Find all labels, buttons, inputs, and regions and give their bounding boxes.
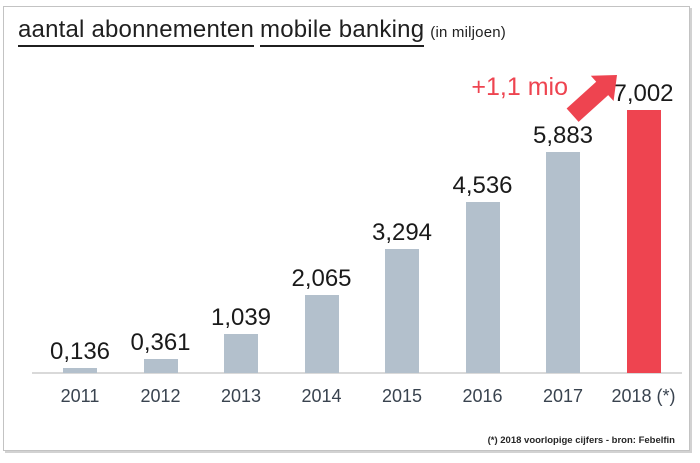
bar-2011 xyxy=(63,368,97,373)
bar-2016 xyxy=(465,202,500,373)
bar-value-label: 3,294 xyxy=(371,219,433,246)
x-axis-label: 2018 (*) xyxy=(611,386,676,406)
bar-2012 xyxy=(143,359,178,373)
bar-2015 xyxy=(385,249,419,373)
chart-frame: aantal abonnementen mobile banking (in mil… xyxy=(3,6,690,451)
x-axis-label: 2013 xyxy=(220,386,262,406)
bar-2014 xyxy=(304,295,339,373)
bar-value-label: 2,065 xyxy=(291,265,352,292)
bar-value-label: 7,002 xyxy=(613,80,674,107)
chart-title-part2: mobile banking xyxy=(260,16,425,47)
footnote: (*) 2018 voorlopige cijfers - bron: Febe… xyxy=(487,435,675,446)
bar-2013 xyxy=(224,334,258,373)
bar-value-label: 1,039 xyxy=(210,304,272,331)
x-axis-label: 2011 xyxy=(60,386,100,406)
x-axis-label: 2015 xyxy=(381,386,423,406)
bar-value-label: 4,536 xyxy=(452,172,513,199)
bar-2017 xyxy=(546,152,580,373)
bar-2018 xyxy=(626,110,661,373)
bar-value-label: 0,136 xyxy=(49,338,111,365)
x-axis-label: 2017 xyxy=(542,386,584,406)
bar-value-label: 5,883 xyxy=(532,122,594,149)
chart-subtitle: (in miljoen) xyxy=(430,24,507,41)
x-axis-label: 2016 xyxy=(462,386,503,406)
growth-arrow-icon xyxy=(566,75,617,122)
x-axis-line xyxy=(32,372,682,374)
x-axis-label: 2012 xyxy=(140,386,181,406)
annotation-delta-label: +1,1 mio xyxy=(471,73,568,101)
chart-title: aantal abonnementen mobile banking (in mil… xyxy=(18,16,506,47)
bar-value-label: 0,361 xyxy=(130,329,191,356)
chart-title-part1: aantal abonnementen xyxy=(18,16,254,47)
x-axis-label: 2014 xyxy=(301,386,342,406)
